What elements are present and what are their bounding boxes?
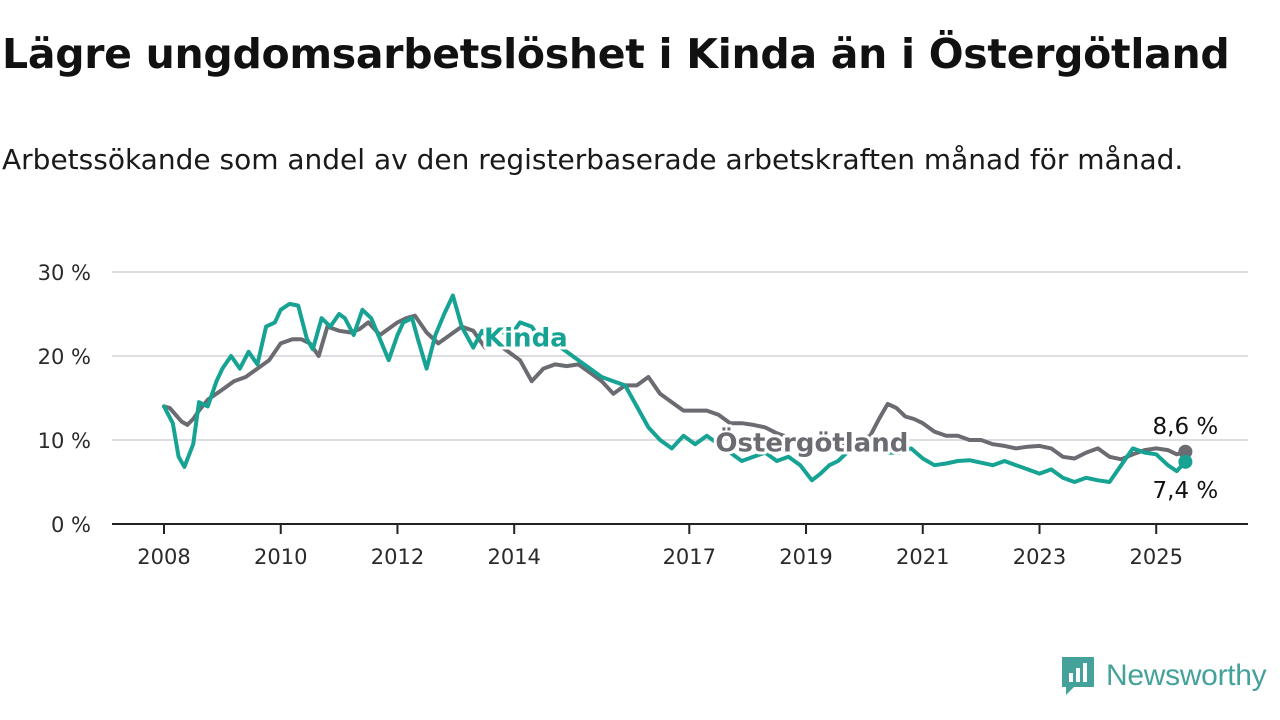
chart-title: Lägre ungdomsarbetslöshet i Kinda än i Ö…: [2, 30, 1230, 78]
end-point: [1178, 444, 1193, 459]
x-tick-label: 2008: [137, 545, 190, 569]
direct-labels: 8,6 % 7,4 % Kinda Östergötland: [481, 321, 1219, 504]
series-lines: [162, 293, 1188, 484]
newsworthy-brand: Newsworthy: [1060, 655, 1267, 697]
x-tick-label: 2012: [371, 545, 424, 569]
newsworthy-logo-icon: [1062, 657, 1094, 695]
series-label: Östergötland: [715, 426, 908, 459]
x-tick-label: 2014: [487, 545, 540, 569]
x-tick-label: 2017: [663, 545, 716, 569]
end-point: [1178, 454, 1193, 469]
gridlines: [112, 271, 1248, 441]
y-tick-label: 30 %: [38, 261, 91, 285]
y-tick-label: 10 %: [38, 429, 91, 453]
x-tick-label: 2025: [1129, 545, 1182, 569]
series-line-kinda: [162, 293, 1188, 484]
x-tick-label: 2019: [779, 545, 832, 569]
x-tick-label: 2023: [1013, 545, 1066, 569]
brand-name: Newsworthy: [1106, 659, 1267, 692]
y-tick-label: 20 %: [38, 345, 91, 369]
chart-subtitle: Arbetssökande som andel av den registerb…: [2, 143, 1184, 176]
x-axis: 2008 2010 2012 2014 2017 2019 2021 2023 2025: [112, 523, 1248, 569]
series-label: Kinda: [484, 324, 568, 354]
line-chart: 0 % 10 % 20 % 30 % 2008 2010 2012 2014 2017 2019…: [38, 261, 1248, 569]
end-value-label: 8,6 %: [1153, 414, 1219, 440]
y-tick-labels: 0 % 10 % 20 % 30 %: [38, 261, 91, 537]
end-value-label: 7,4 %: [1153, 478, 1219, 504]
y-tick-label: 0 %: [51, 513, 91, 537]
x-tick-label: 2021: [896, 545, 949, 569]
x-tick-label: 2010: [254, 545, 307, 569]
